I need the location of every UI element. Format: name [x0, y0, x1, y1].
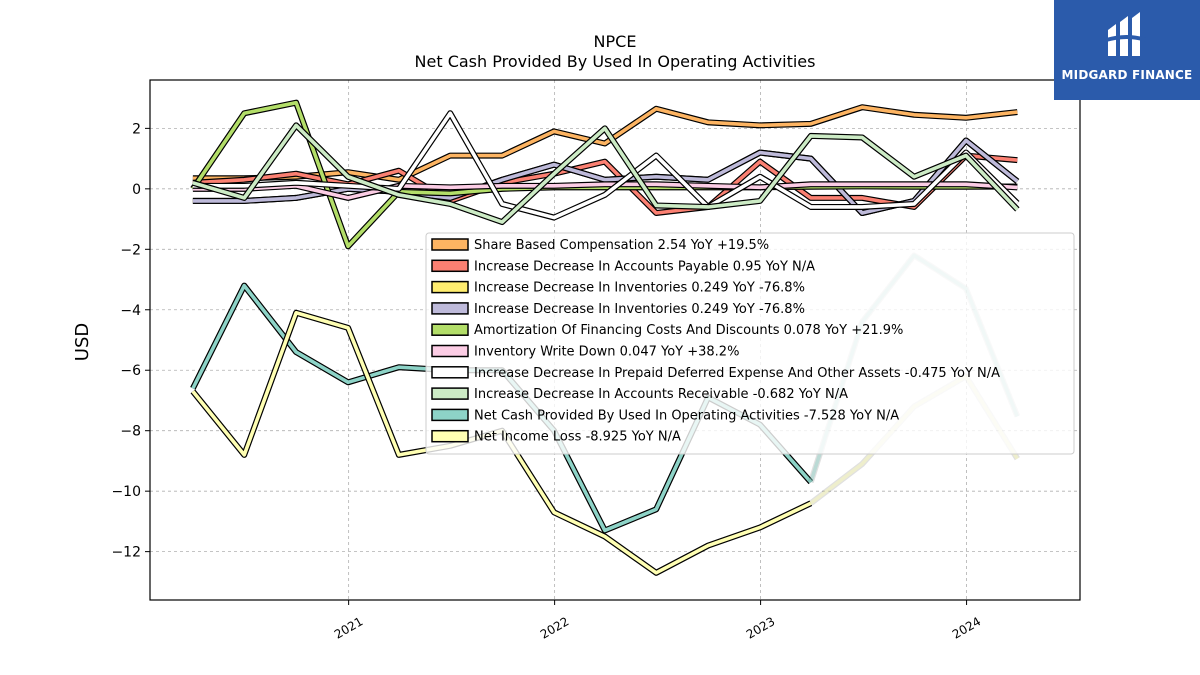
y-tick-label: −2 [120, 242, 141, 258]
legend-label: Increase Decrease In Accounts Receivable… [474, 387, 848, 402]
legend: Share Based Compensation 2.54 YoY +19.5%… [425, 232, 1075, 455]
legend-box [425, 232, 1075, 455]
series-line [192, 153, 1018, 215]
series-1 [192, 152, 1018, 217]
legend-label: Net Income Loss -8.925 YoY N/A [474, 430, 681, 445]
legend-label: Increase Decrease In Inventories 0.249 Y… [474, 302, 805, 317]
x-tick-label: 2023 [744, 614, 777, 641]
series-line [192, 105, 1018, 182]
legend-swatch [431, 280, 469, 294]
legend-swatch [431, 387, 469, 400]
y-tick-label: 2 [132, 121, 141, 137]
series-line [192, 123, 1019, 224]
y-tick-label: 0 [132, 182, 141, 198]
y-tick-label: −12 [111, 545, 141, 561]
series-layer [190, 99, 1021, 576]
y-tick-label: −8 [120, 424, 141, 440]
y-tick-label: −4 [120, 303, 141, 319]
legend-swatch [431, 302, 469, 315]
y-axis-label: USD [72, 323, 93, 361]
legend-label: Inventory Write Down 0.047 YoY +38.2% [474, 345, 739, 360]
y-tick-label: −6 [120, 363, 141, 379]
legend-label: Net Cash Provided By Used In Operating A… [474, 408, 899, 423]
legend-swatch [431, 408, 469, 422]
series-0 [192, 104, 1018, 183]
chart-subtitle: Net Cash Provided By Used In Operating A… [415, 52, 816, 71]
plot-frame [149, 79, 1081, 601]
y-tick-label: −10 [111, 484, 141, 500]
legend-swatch [431, 259, 469, 273]
series-6 [192, 110, 1020, 221]
legend-label: Increase Decrease In Prepaid Deferred Ex… [474, 366, 1000, 381]
x-tick-label: 2021 [332, 614, 365, 641]
legend-label: Amortization Of Financing Costs And Disc… [474, 323, 903, 338]
legend-swatch [431, 366, 469, 379]
legend-label: Increase Decrease In Accounts Payable 0.… [474, 259, 815, 274]
legend-label: Share Based Compensation 2.54 YoY +19.5% [474, 238, 769, 253]
x-tick-label: 2024 [950, 614, 983, 641]
series-line [192, 111, 1019, 220]
series-5 [192, 181, 1018, 201]
x-tick-label: 2022 [538, 614, 571, 641]
legend-swatch [431, 344, 469, 358]
series-7 [192, 122, 1020, 226]
brand-name: MIDGARD FINANCE [1061, 68, 1193, 82]
legend-label: Increase Decrease In Inventories 0.249 Y… [474, 281, 805, 296]
brand-logo: MIDGARD FINANCE [1054, 0, 1200, 100]
chart-title: NPCE [594, 32, 637, 51]
midgard-logo-icon [1106, 12, 1146, 56]
legend-swatch [431, 429, 469, 443]
legend-swatch [431, 323, 469, 336]
series-line [192, 182, 1018, 200]
legend-swatch [431, 238, 469, 251]
